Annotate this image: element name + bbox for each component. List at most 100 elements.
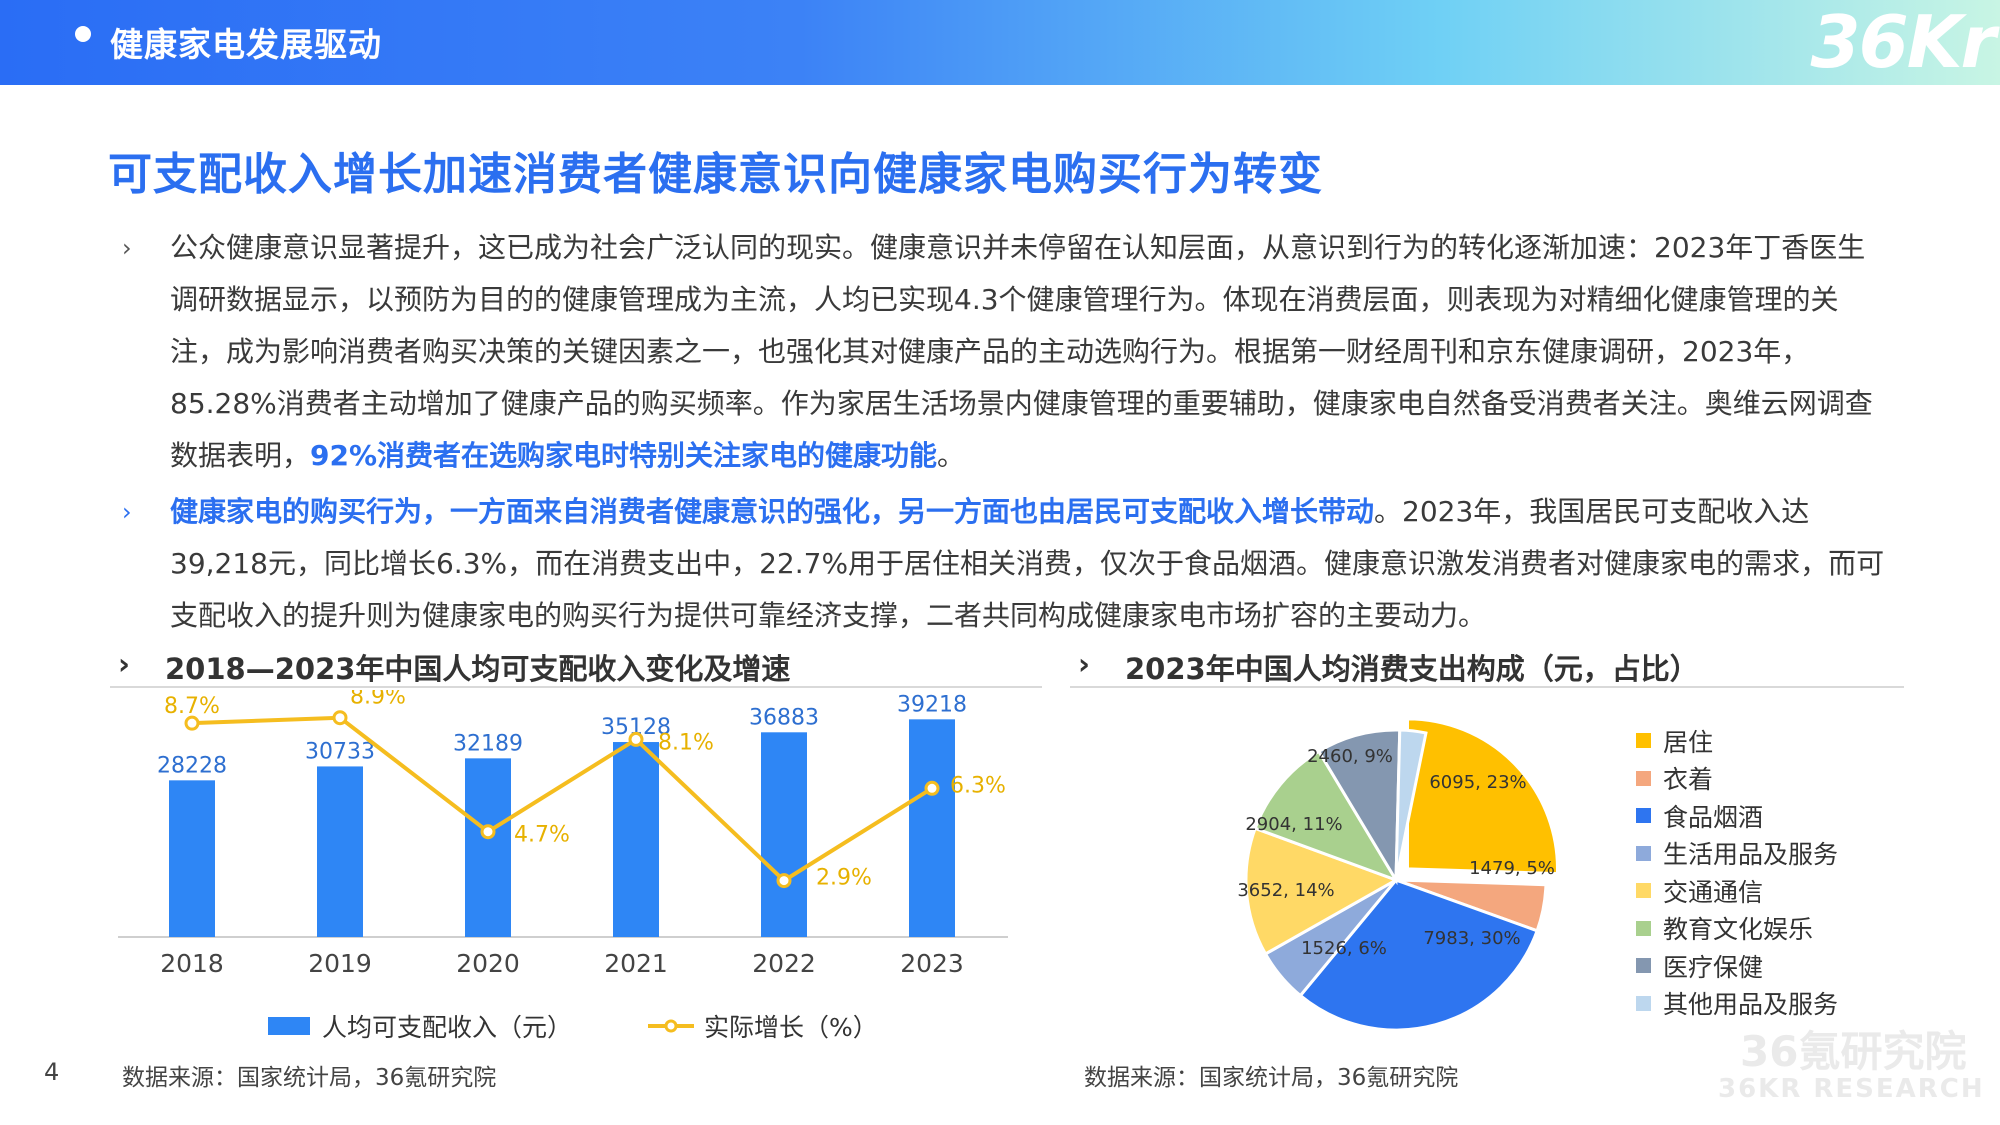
pie-legend-swatch xyxy=(1636,958,1651,974)
pie-legend-swatch xyxy=(1636,770,1651,786)
pie-data-label: 6095, 23% xyxy=(1429,772,1526,793)
growth-data-label: 8.1% xyxy=(658,730,714,755)
growth-data-label: 2.9% xyxy=(816,866,872,891)
x-tick-label: 2021 xyxy=(604,949,668,978)
bar xyxy=(317,766,363,937)
pie-legend-item: 食品烟酒 xyxy=(1636,797,1838,835)
pie-legend-swatch xyxy=(1636,808,1651,824)
right-chart-rule xyxy=(1070,686,1904,688)
paragraph-1: › 公众健康意识显著提升，这已成为社会广泛认同的现实。健康意识并未停留在认知层面… xyxy=(122,222,1892,487)
growth-point xyxy=(776,873,792,889)
pie-legend-label: 食品烟酒 xyxy=(1663,802,1764,832)
line-legend-swatch xyxy=(648,1019,694,1033)
watermark-en: 36KR RESEARCH xyxy=(1718,1074,1985,1104)
paragraph-2-rest: 。2023年，我国居民可支配收入达39,218元，同比增长6.3%，而在消费支出… xyxy=(170,495,1885,632)
bar-legend-item: 人均可支配收入（元） xyxy=(268,1008,572,1044)
bar xyxy=(169,780,215,937)
pie-legend-label: 其他用品及服务 xyxy=(1663,990,1839,1020)
paragraph-2: › 健康家电的购买行为，一方面来自消费者健康意识的强化，另一方面也由居民可支配收… xyxy=(122,486,1892,646)
pie-legend-label: 医疗保健 xyxy=(1663,952,1764,982)
pie-data-label: 1526, 6% xyxy=(1301,938,1387,959)
bar-line-chart: 2822820183073320193218920203512820213688… xyxy=(118,690,1008,978)
pie-legend-label: 生活用品及服务 xyxy=(1663,840,1839,870)
line-legend-item: 实际增长（%） xyxy=(648,1008,878,1044)
pie-legend-swatch xyxy=(1636,920,1651,936)
x-tick-label: 2019 xyxy=(308,949,372,978)
pie-data-label: 7983, 30% xyxy=(1423,928,1520,949)
growth-data-label: 8.7% xyxy=(164,694,220,719)
paragraph-1-part1: 公众健康意识显著提升，这已成为社会广泛认同的现实。健康意识并未停留在认知层面，从… xyxy=(170,231,1873,472)
pie-slice xyxy=(1405,717,1559,876)
bullet-icon: › xyxy=(122,234,132,262)
left-chart-title: 2018—2023年中国人均可支配收入变化及增速 xyxy=(165,652,791,686)
pie-slice xyxy=(1244,826,1400,956)
bar-data-label: 28228 xyxy=(157,753,227,778)
line-legend-label: 实际增长（%） xyxy=(704,1013,878,1042)
bar xyxy=(465,758,511,937)
paragraph-1-text: 公众健康意识显著提升，这已成为社会广泛认同的现实。健康意识并未停留在认知层面，从… xyxy=(170,222,1892,482)
left-chart-rule xyxy=(110,686,1042,688)
bar-data-label: 39218 xyxy=(897,692,967,717)
growth-data-label: 4.7% xyxy=(514,823,570,848)
page-title: 可支配收入增长加速消费者健康意识向健康家电购买行为转变 xyxy=(108,149,1323,200)
right-chart-source: 数据来源：国家统计局，36氪研究院 xyxy=(1084,1065,1459,1091)
pie-legend: 居住衣着食品烟酒生活用品及服务 交通通信教育文化娱乐 医疗保健其他用品及服务 xyxy=(1636,722,1838,1022)
page-number: 4 xyxy=(44,1058,60,1086)
pie-legend-swatch xyxy=(1636,733,1651,749)
bar-data-label: 32189 xyxy=(453,731,523,756)
pie-legend-swatch xyxy=(1636,845,1651,861)
paragraph-1-part2: 。 xyxy=(937,439,966,472)
pie-slice xyxy=(1253,749,1400,883)
pie-chart: 6095, 23% 1479, 5% 7983, 30% 1526, 6% 3652, … xyxy=(1237,717,1559,1032)
bar-data-label: 30733 xyxy=(305,739,375,764)
header-title: 健康家电发展驱动 xyxy=(110,25,382,64)
x-tick-label: 2023 xyxy=(900,949,964,978)
pie-slice xyxy=(1316,728,1402,886)
growth-data-label: 8.9% xyxy=(350,690,406,710)
pie-data-label: 1479, 5% xyxy=(1469,858,1555,879)
pie-legend-item: 衣着 xyxy=(1636,760,1838,798)
brand-logo: 36Kr xyxy=(1810,0,1996,84)
paragraph-1-highlight: 92%消费者在选购家电时特别关注家电的健康功能 xyxy=(310,439,938,472)
paragraph-2-highlight: 健康家电的购买行为，一方面来自消费者健康意识的强化，另一方面也由居民可支配收入增… xyxy=(170,495,1375,528)
growth-point xyxy=(184,715,200,731)
left-chart-source: 数据来源：国家统计局，36氪研究院 xyxy=(122,1065,497,1091)
x-tick-label: 2022 xyxy=(752,949,816,978)
pie-legend-swatch xyxy=(1636,883,1651,899)
paragraph-2-text: 健康家电的购买行为，一方面来自消费者健康意识的强化，另一方面也由居民可支配收入增… xyxy=(170,486,1892,642)
pie-legend-item: 居住 xyxy=(1636,722,1838,760)
pie-slice xyxy=(1298,878,1540,1032)
bullet-icon: › xyxy=(122,498,132,526)
pie-data-label: 3652, 14% xyxy=(1237,880,1334,901)
bar xyxy=(761,732,807,937)
growth-data-label: 6.3% xyxy=(950,773,1006,798)
watermark-cn: 36氪研究院 xyxy=(1740,1027,1967,1076)
bar xyxy=(613,742,659,937)
pie-legend-item: 医疗保健 xyxy=(1636,947,1838,985)
growth-point xyxy=(628,731,644,747)
pie-legend-item: 其他用品及服务 xyxy=(1636,985,1838,1023)
pie-data-label: 2460, 9% xyxy=(1307,746,1393,767)
bar xyxy=(909,719,955,937)
pie-legend-swatch xyxy=(1636,995,1651,1011)
pie-legend-item: 交通通信 xyxy=(1636,872,1838,910)
growth-point xyxy=(924,780,940,796)
right-chart-title: 2023年中国人均消费支出构成（元，占比） xyxy=(1125,652,1699,686)
pie-slice xyxy=(1394,728,1428,881)
right-chart-bullet-icon: › xyxy=(1078,647,1090,681)
growth-point xyxy=(332,710,348,726)
header-bar: 健康家电发展驱动 36Kr xyxy=(0,0,2000,85)
header-dot-icon xyxy=(75,26,91,42)
growth-line xyxy=(191,715,934,884)
bar-legend-swatch xyxy=(268,1017,310,1035)
growth-point xyxy=(480,824,496,840)
pie-legend-item: 教育文化娱乐 xyxy=(1636,910,1838,948)
pie-legend-label: 交通通信 xyxy=(1663,877,1764,907)
left-chart-bullet-icon: › xyxy=(118,647,130,681)
bar-legend-label: 人均可支配收入（元） xyxy=(322,1013,573,1042)
pie-legend-item: 生活用品及服务 xyxy=(1636,835,1838,873)
pie-legend-label: 教育文化娱乐 xyxy=(1663,915,1814,945)
pie-legend-label: 衣着 xyxy=(1663,765,1714,795)
x-tick-label: 2018 xyxy=(160,949,224,978)
bar-data-label: 36883 xyxy=(749,705,819,730)
